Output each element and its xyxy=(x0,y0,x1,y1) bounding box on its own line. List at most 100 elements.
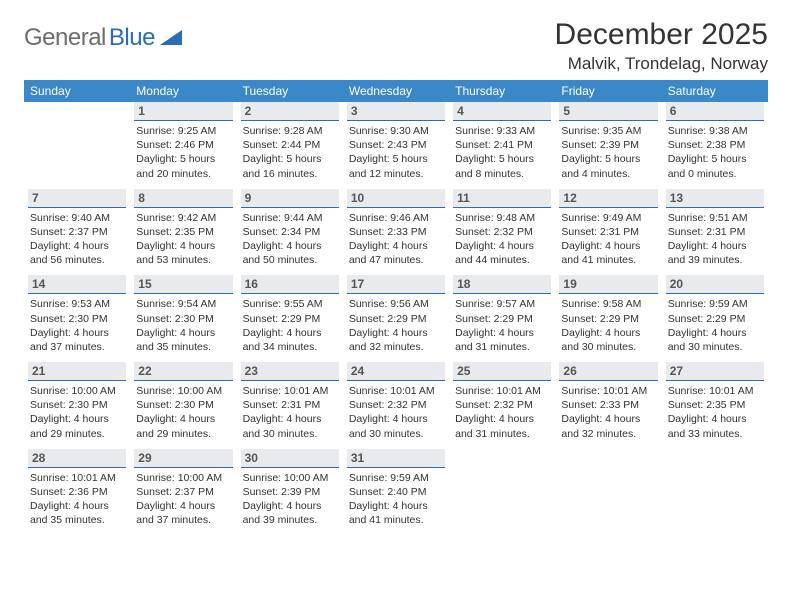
daylight-text: Daylight: 4 hours and 32 minutes. xyxy=(349,326,443,354)
sunset-text: Sunset: 2:36 PM xyxy=(30,485,124,499)
sunset-text: Sunset: 2:29 PM xyxy=(455,312,549,326)
day-number: 1 xyxy=(134,102,232,121)
sunrise-text: Sunrise: 10:01 AM xyxy=(455,384,549,398)
day-info: Sunrise: 9:48 AMSunset: 2:32 PMDaylight:… xyxy=(453,211,551,268)
sunrise-text: Sunrise: 9:57 AM xyxy=(455,297,549,311)
sunrise-text: Sunrise: 9:30 AM xyxy=(349,124,443,138)
sunrise-text: Sunrise: 9:46 AM xyxy=(349,211,443,225)
day-cell: 1Sunrise: 9:25 AMSunset: 2:46 PMDaylight… xyxy=(130,102,236,189)
daylight-text: Daylight: 4 hours and 39 minutes. xyxy=(668,239,762,267)
day-info: Sunrise: 9:59 AMSunset: 2:29 PMDaylight:… xyxy=(666,297,764,354)
day-info: Sunrise: 9:59 AMSunset: 2:40 PMDaylight:… xyxy=(347,471,445,528)
sunset-text: Sunset: 2:29 PM xyxy=(668,312,762,326)
weekday-header: Friday xyxy=(555,80,661,102)
sunset-text: Sunset: 2:30 PM xyxy=(30,398,124,412)
day-info: Sunrise: 10:01 AMSunset: 2:33 PMDaylight… xyxy=(559,384,657,441)
daylight-text: Daylight: 4 hours and 56 minutes. xyxy=(30,239,124,267)
daylight-text: Daylight: 4 hours and 32 minutes. xyxy=(561,412,655,440)
day-info: Sunrise: 9:51 AMSunset: 2:31 PMDaylight:… xyxy=(666,211,764,268)
week-row: 7Sunrise: 9:40 AMSunset: 2:37 PMDaylight… xyxy=(24,189,768,276)
daylight-text: Daylight: 4 hours and 33 minutes. xyxy=(668,412,762,440)
day-cell: 30Sunrise: 10:00 AMSunset: 2:39 PMDaylig… xyxy=(237,449,343,536)
daylight-text: Daylight: 5 hours and 12 minutes. xyxy=(349,152,443,180)
sunrise-text: Sunrise: 9:55 AM xyxy=(243,297,337,311)
day-number: 3 xyxy=(347,102,445,121)
sunset-text: Sunset: 2:29 PM xyxy=(561,312,655,326)
day-info: Sunrise: 10:00 AMSunset: 2:30 PMDaylight… xyxy=(134,384,232,441)
sunset-text: Sunset: 2:30 PM xyxy=(30,312,124,326)
day-number: 28 xyxy=(28,449,126,468)
day-info: Sunrise: 10:01 AMSunset: 2:32 PMDaylight… xyxy=(347,384,445,441)
sunrise-text: Sunrise: 10:00 AM xyxy=(136,384,230,398)
sunset-text: Sunset: 2:35 PM xyxy=(668,398,762,412)
day-cell: 10Sunrise: 9:46 AMSunset: 2:33 PMDayligh… xyxy=(343,189,449,276)
day-cell: 25 Sunrise: 10:01 AMSunset: 2:32 PMDaylig… xyxy=(449,362,555,449)
sunset-text: Sunset: 2:30 PM xyxy=(136,312,230,326)
day-cell: 27Sunrise: 10:01 AMSunset: 2:35 PMDaylig… xyxy=(662,362,768,449)
day-info: Sunrise: 10:00 AMSunset: 2:30 PMDaylight… xyxy=(28,384,126,441)
day-cell: 29Sunrise: 10:00 AMSunset: 2:37 PMDaylig… xyxy=(130,449,236,536)
weeks-container: 1Sunrise: 9:25 AMSunset: 2:46 PMDaylight… xyxy=(24,102,768,535)
brand-text-part1: General xyxy=(24,24,106,52)
daylight-text: Daylight: 5 hours and 20 minutes. xyxy=(136,152,230,180)
day-info: Sunrise: 9:33 AMSunset: 2:41 PMDaylight:… xyxy=(453,124,551,181)
sunrise-text: Sunrise: 9:25 AM xyxy=(136,124,230,138)
day-cell: 24Sunrise: 10:01 AMSunset: 2:32 PMDaylig… xyxy=(343,362,449,449)
day-number: 11 xyxy=(453,189,551,208)
week-row: 1Sunrise: 9:25 AMSunset: 2:46 PMDaylight… xyxy=(24,102,768,189)
sunrise-text: Sunrise: 9:53 AM xyxy=(30,297,124,311)
day-number: 23 xyxy=(241,362,339,381)
weekday-header: Wednesday xyxy=(343,80,449,102)
daylight-text: Daylight: 4 hours and 35 minutes. xyxy=(136,326,230,354)
day-number: 22 xyxy=(134,362,232,381)
sunrise-text: Sunrise: 9:51 AM xyxy=(668,211,762,225)
day-number: 20 xyxy=(666,275,764,294)
day-cell: 13 Sunrise: 9:51 AMSunset: 2:31 PMDayligh… xyxy=(662,189,768,276)
daylight-text: Daylight: 5 hours and 8 minutes. xyxy=(455,152,549,180)
daylight-text: Daylight: 4 hours and 31 minutes. xyxy=(455,412,549,440)
day-cell: 5Sunrise: 9:35 AMSunset: 2:39 PMDaylight… xyxy=(555,102,661,189)
sunset-text: Sunset: 2:37 PM xyxy=(30,225,124,239)
daylight-text: Daylight: 4 hours and 39 minutes. xyxy=(243,499,337,527)
day-cell xyxy=(555,449,661,536)
sunrise-text: Sunrise: 9:38 AM xyxy=(668,124,762,138)
day-number: 25 xyxy=(453,362,551,381)
daylight-text: Daylight: 5 hours and 16 minutes. xyxy=(243,152,337,180)
sunset-text: Sunset: 2:31 PM xyxy=(243,398,337,412)
location-text: Malvik, Trondelag, Norway xyxy=(555,54,768,74)
sunrise-text: Sunrise: 9:54 AM xyxy=(136,297,230,311)
sunset-text: Sunset: 2:31 PM xyxy=(668,225,762,239)
day-cell: 9Sunrise: 9:44 AMSunset: 2:34 PMDaylight… xyxy=(237,189,343,276)
day-cell: 11 Sunrise: 9:48 AMSunset: 2:32 PMDayligh… xyxy=(449,189,555,276)
day-number: 10 xyxy=(347,189,445,208)
day-number: 21 xyxy=(28,362,126,381)
brand-arrow-icon xyxy=(160,27,182,50)
sunset-text: Sunset: 2:29 PM xyxy=(243,312,337,326)
daylight-text: Daylight: 4 hours and 31 minutes. xyxy=(455,326,549,354)
sunset-text: Sunset: 2:31 PM xyxy=(561,225,655,239)
day-info: Sunrise: 9:55 AMSunset: 2:29 PMDaylight:… xyxy=(241,297,339,354)
sunset-text: Sunset: 2:32 PM xyxy=(455,398,549,412)
day-cell: 26Sunrise: 10:01 AMSunset: 2:33 PMDaylig… xyxy=(555,362,661,449)
day-info: Sunrise: 9:54 AMSunset: 2:30 PMDaylight:… xyxy=(134,297,232,354)
daylight-text: Daylight: 4 hours and 30 minutes. xyxy=(243,412,337,440)
sunrise-text: Sunrise: 9:49 AM xyxy=(561,211,655,225)
day-number: 6 xyxy=(666,102,764,121)
weekday-header: Sunday xyxy=(24,80,130,102)
day-cell xyxy=(662,449,768,536)
daylight-text: Daylight: 4 hours and 35 minutes. xyxy=(30,499,124,527)
day-info: Sunrise: 9:35 AMSunset: 2:39 PMDaylight:… xyxy=(559,124,657,181)
day-number: 29 xyxy=(134,449,232,468)
sunset-text: Sunset: 2:29 PM xyxy=(349,312,443,326)
sunrise-text: Sunrise: 9:59 AM xyxy=(349,471,443,485)
sunrise-text: Sunrise: 9:33 AM xyxy=(455,124,549,138)
day-number: 14 xyxy=(28,275,126,294)
day-cell: 14Sunrise: 9:53 AMSunset: 2:30 PMDayligh… xyxy=(24,275,130,362)
daylight-text: Daylight: 4 hours and 34 minutes. xyxy=(243,326,337,354)
day-cell: 16Sunrise: 9:55 AMSunset: 2:29 PMDayligh… xyxy=(237,275,343,362)
sunset-text: Sunset: 2:39 PM xyxy=(561,138,655,152)
daylight-text: Daylight: 4 hours and 30 minutes. xyxy=(561,326,655,354)
day-info: Sunrise: 10:01 AMSunset: 2:32 PMDaylight… xyxy=(453,384,551,441)
day-number: 13 xyxy=(666,189,764,208)
day-cell: 31Sunrise: 9:59 AMSunset: 2:40 PMDayligh… xyxy=(343,449,449,536)
